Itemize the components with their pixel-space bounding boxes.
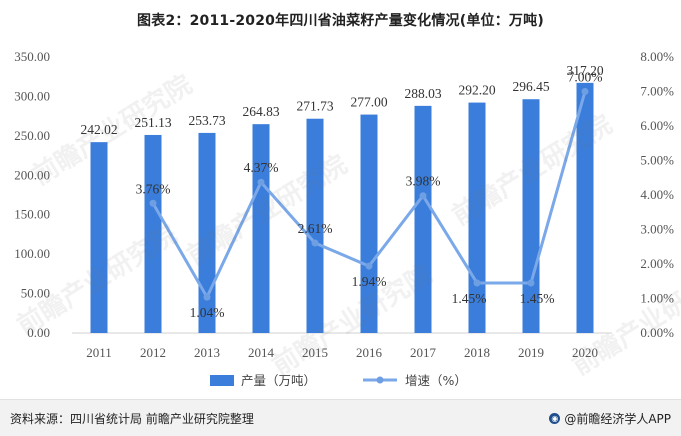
legend-label-bar: 产量（万吨） (241, 373, 316, 388)
growth-point (365, 262, 373, 270)
growth-point (203, 293, 211, 301)
growth-value-label: 2.61% (298, 221, 333, 236)
x-tick-label: 2020 (572, 345, 598, 360)
y-left-tick-label: 50.00 (21, 286, 50, 301)
growth-value-label: 1.04% (190, 305, 225, 320)
bar (576, 82, 594, 333)
y-left-tick-label: 200.00 (14, 167, 50, 182)
y-right-tick-label: 1.00% (640, 291, 674, 306)
y-left-tick-label: 300.00 (14, 88, 50, 103)
y-right-tick-label: 0.00% (640, 325, 674, 340)
bar-value-label: 288.03 (404, 86, 441, 101)
growth-point (149, 199, 157, 207)
brand-text: @前瞻经济学人APP (564, 412, 671, 426)
growth-point (473, 279, 481, 287)
bar (414, 105, 432, 334)
growth-value-label: 7.00% (568, 70, 603, 85)
bar (252, 124, 270, 333)
y-right-tick-label: 4.00% (640, 187, 674, 202)
bar-value-label: 253.73 (188, 113, 225, 128)
growth-value-label: 3.76% (136, 181, 171, 196)
legend-label-line: 增速（%） (405, 373, 467, 388)
x-tick-label: 2013 (194, 345, 220, 360)
growth-value-label: 3.98% (406, 174, 441, 189)
y-left-tick-label: 100.00 (14, 246, 50, 261)
chart-title: 图表2：2011-2020年四川省油菜籽产量变化情况(单位：万吨) (137, 13, 544, 29)
y-right-tick-label: 8.00% (640, 49, 674, 64)
y-right-tick-label: 5.00% (640, 153, 674, 168)
growth-point (257, 178, 265, 186)
bar (306, 118, 324, 333)
growth-value-label: 1.45% (520, 291, 555, 306)
legend-swatch-bar (210, 375, 234, 386)
y-left-tick-label: 0.00 (27, 325, 50, 340)
bar (144, 134, 162, 333)
y-right-tick-label: 2.00% (640, 256, 674, 271)
growth-value-label: 1.94% (352, 274, 387, 289)
bar (198, 132, 216, 333)
x-tick-label: 2019 (518, 345, 544, 360)
bar-value-label: 251.13 (134, 115, 171, 130)
bar (522, 99, 540, 333)
growth-value-label: 1.45% (452, 291, 487, 306)
bar-value-label: 296.45 (512, 79, 549, 94)
bar-value-label: 292.20 (458, 83, 495, 98)
legend-swatch-marker (376, 376, 384, 384)
y-right-tick-label: 3.00% (640, 222, 674, 237)
y-right-tick-label: 7.00% (640, 84, 674, 99)
bar-value-label: 317.20 (566, 63, 603, 78)
x-tick-label: 2017 (410, 345, 437, 360)
brand: ◉ @前瞻经济学人APP (549, 410, 671, 427)
bar-value-label: 271.73 (296, 99, 333, 114)
footer: 资料来源：四川省统计局 前瞻产业研究院整理 ◉ @前瞻经济学人APP (0, 399, 681, 436)
bar-value-label: 264.83 (242, 104, 279, 119)
growth-point (311, 239, 319, 247)
x-tick-label: 2015 (302, 345, 328, 360)
y-left-tick-label: 150.00 (14, 207, 50, 222)
x-tick-label: 2012 (140, 345, 166, 360)
bar-value-label: 242.02 (80, 122, 117, 137)
bar (360, 114, 378, 334)
growth-point (581, 88, 589, 95)
x-tick-label: 2014 (248, 345, 275, 360)
combo-chart: 0.00 50.00 100.00 150.00 200.00 250.00 300.00 3… (14, 49, 674, 388)
growth-value-label: 4.37% (244, 160, 279, 175)
x-tick-label: 2016 (356, 345, 383, 360)
growth-point (419, 192, 427, 200)
y-left-tick-label: 250.00 (14, 128, 50, 143)
y-left-tick-label: 350.00 (14, 49, 50, 64)
bar (90, 142, 108, 333)
growth-point (527, 279, 535, 287)
bar-value-label: 277.00 (350, 95, 387, 110)
y-right-tick-label: 6.00% (640, 118, 674, 133)
x-tick-label: 2018 (464, 345, 490, 360)
brand-logo-icon: ◉ (549, 413, 561, 424)
source-note: 资料来源：四川省统计局 前瞻产业研究院整理 (10, 412, 254, 426)
x-tick-label: 2011 (86, 345, 112, 360)
